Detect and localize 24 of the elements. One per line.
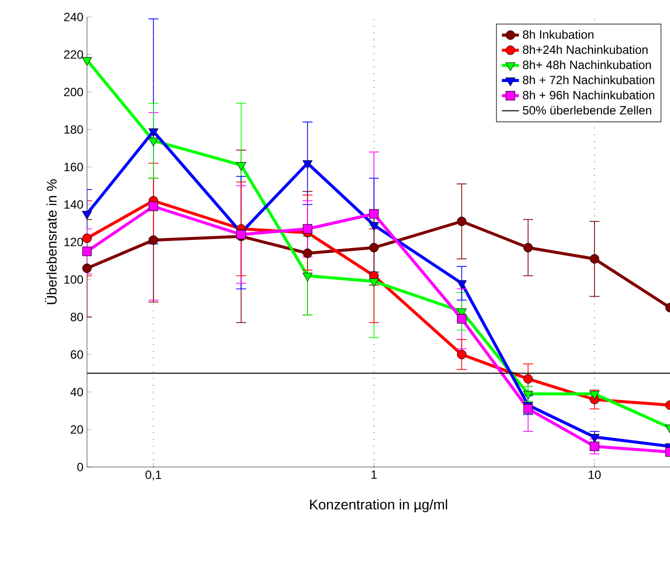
legend-label: 8h + 72h Nachinkubation: [522, 75, 654, 84]
y-tick-label: 120: [64, 238, 84, 246]
y-tick-label: 20: [70, 425, 84, 434]
y-tick-label: 60: [70, 350, 84, 359]
y-tick-label: 180: [64, 125, 84, 134]
x-tick-label: 1: [372, 470, 377, 479]
x-tick-label: 10: [588, 470, 601, 479]
y-tick-label: 0: [77, 462, 84, 472]
y-tick-label: 100: [64, 275, 84, 284]
x-tick-label: 0,1: [146, 470, 162, 480]
y-tick-label: 80: [70, 312, 84, 322]
legend-label: 8h + 96h Nachinkubation: [522, 90, 654, 100]
legend-label: 8h Inkubation: [522, 30, 594, 39]
y-tick-label: 220: [64, 50, 84, 59]
legend-label: 50% überlebende Zellen: [522, 106, 652, 114]
y-axis-title: Überlebensrate in %: [44, 179, 57, 304]
y-tick-label: 140: [64, 200, 84, 209]
y-tick-label: 200: [64, 88, 84, 96]
y-tick-label: 240: [64, 12, 84, 22]
legend-label: 8h+ 48h Nachinkubation: [522, 60, 651, 70]
x-axis-title: Konzentration in µg/ml: [310, 499, 448, 512]
y-tick-label: 40: [70, 388, 84, 396]
y-tick-label: 160: [64, 162, 84, 172]
legend-label: 8h+24h Nachinkubation: [522, 45, 648, 54]
